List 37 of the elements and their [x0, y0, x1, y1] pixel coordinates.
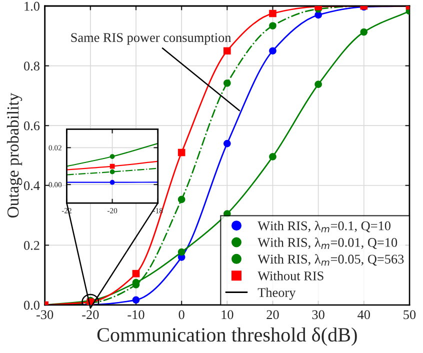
annotation: Same RIS power consumption — [71, 33, 232, 45]
x-tick-label: -10 — [128, 310, 144, 320]
point — [314, 80, 322, 88]
x-tick-label: -30 — [36, 310, 54, 320]
x-tick-label: 30 — [312, 310, 324, 320]
point — [269, 22, 276, 30]
x-tick-label: 40 — [358, 310, 370, 320]
point — [269, 153, 276, 160]
x-tick-label: 50 — [404, 310, 416, 320]
legend-label: Without RIS — [258, 271, 324, 280]
point — [178, 248, 186, 256]
point — [223, 79, 231, 87]
x-tick-label: 20 — [266, 310, 279, 320]
y-tick-label: 1.0 — [24, 2, 40, 11]
point — [269, 10, 276, 18]
y-tick-label: 0.4 — [24, 181, 40, 190]
point — [178, 148, 186, 156]
y-axis-title: Outage probability — [6, 92, 22, 218]
point — [360, 28, 368, 36]
y-tick-label: 0.6 — [24, 121, 40, 130]
point — [178, 196, 186, 204]
point — [269, 47, 276, 55]
x-tick-label: 10 — [222, 310, 234, 320]
point — [132, 270, 140, 278]
x-axis-title: Communication threshold δ(dB) — [97, 327, 357, 346]
y-tick-label: 0.2 — [24, 240, 40, 250]
x-tick-label: 0 — [178, 310, 184, 320]
point — [132, 296, 140, 304]
legend-label: With RIS, λ$_{m}$=0.01, Q=10 — [258, 238, 398, 249]
y-tick-label: 0.8 — [24, 62, 40, 71]
legend-label: With RIS, λ$_{m}$=0.05, Q=563 — [258, 254, 404, 266]
point — [223, 140, 231, 148]
x-tick-label: -20 — [82, 310, 99, 320]
point — [223, 47, 231, 55]
legend-label: With RIS, λ$_{m}$=0.1, Q=10 — [258, 220, 390, 232]
legend-label: Theory — [258, 288, 296, 300]
y-tick-label: 0.0 — [24, 300, 40, 310]
